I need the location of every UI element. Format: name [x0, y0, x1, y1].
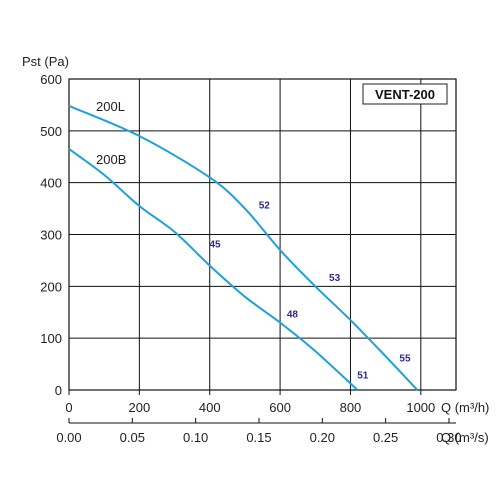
curves: [68, 105, 419, 391]
y-axis-title: Pst (Pa): [22, 54, 69, 69]
x2-tick-label: 0.00: [56, 430, 81, 445]
x-tick-label: 400: [199, 400, 221, 415]
x-tick-label: 1000: [406, 400, 435, 415]
point-label: 51: [357, 371, 369, 382]
point-label: 53: [329, 273, 341, 284]
point-labels: 52 53 55 45 48 51: [209, 201, 411, 382]
y-tick-label: 200: [40, 279, 62, 294]
point-label: 45: [209, 239, 221, 250]
y-tick-label: 300: [40, 228, 62, 243]
x2-axis-title: Q (m³/s): [441, 430, 489, 445]
point-label: 52: [259, 201, 271, 212]
x2-tick-label: 0.30: [436, 430, 461, 445]
x-tick-label: 600: [269, 400, 291, 415]
x2-tick-label: 0.10: [183, 430, 208, 445]
x-axis-title: Q (m³/h): [441, 400, 489, 415]
point-label: 55: [399, 353, 411, 364]
y-tick-label: 0: [55, 383, 62, 398]
tick-labels: 0 200 400 600 800 1000 0 100 200 300 400 500 600 0.00…: [40, 72, 461, 445]
series-label-200b: 200B: [96, 152, 126, 167]
x2-tick-label: 0.15: [246, 430, 271, 445]
y-tick-label: 500: [40, 124, 62, 139]
curve-200b: [68, 148, 359, 391]
y-tick-label: 600: [40, 72, 62, 87]
grid: [68, 78, 457, 424]
x2-tick-label: 0.20: [310, 430, 335, 445]
point-label: 48: [287, 309, 299, 320]
x-tick-label: 800: [340, 400, 362, 415]
curve-200l: [68, 105, 419, 391]
y-tick-label: 100: [40, 331, 62, 346]
x2-tick-label: 0.25: [373, 430, 398, 445]
y-tick-label: 400: [40, 176, 62, 191]
x-tick-label: 200: [129, 400, 151, 415]
model-label: VENT-200: [375, 87, 435, 102]
model-box: VENT-200: [362, 83, 448, 105]
x-tick-label: 0: [65, 400, 72, 415]
series-label-200l: 200L: [96, 99, 125, 114]
x2-tick-label: 0.05: [120, 430, 145, 445]
